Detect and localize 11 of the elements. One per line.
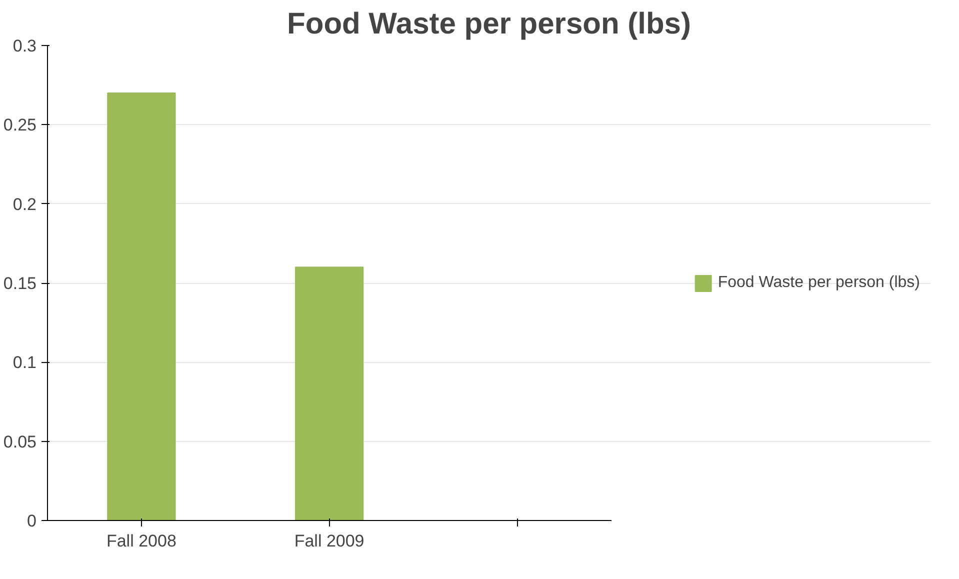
x-tick-label: Fall 2009	[294, 532, 364, 550]
y-tick-label: 0.05	[3, 432, 37, 452]
y-tick-label: 0.3	[12, 36, 37, 56]
y-tick-label: 0	[27, 512, 37, 530]
x-tick-label: Fall 2008	[106, 532, 176, 550]
y-tick-label: 0.1	[12, 353, 37, 372]
legend-label: Food Waste per person (lbs)	[718, 274, 920, 292]
y-tick-label: 0.2	[12, 194, 37, 214]
chart-title: Food Waste per person (lbs)	[287, 8, 691, 40]
y-tick-label: 0.25	[3, 116, 37, 135]
y-tick-label: 0.15	[3, 274, 37, 293]
